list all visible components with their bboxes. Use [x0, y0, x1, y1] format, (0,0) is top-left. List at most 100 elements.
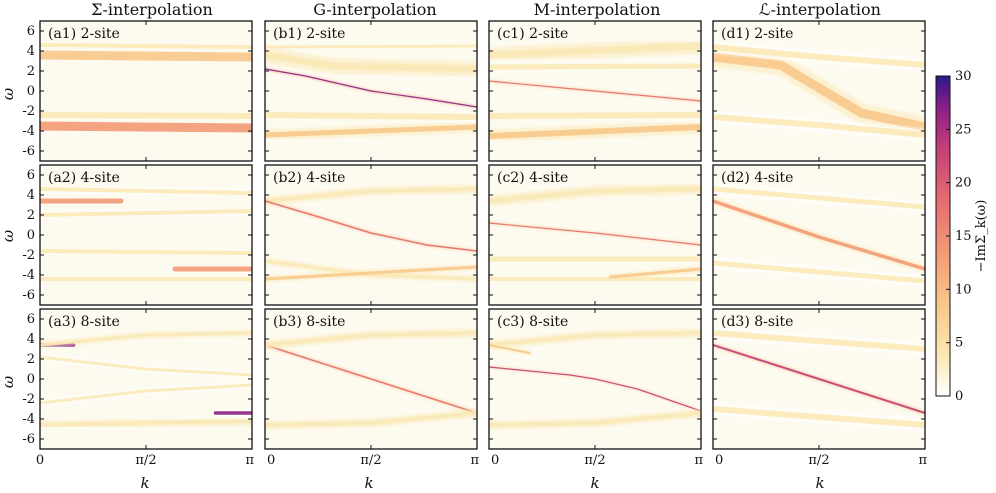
colorbar-tick-label: 5: [955, 336, 963, 351]
panel-label: (b1) 2-site: [273, 26, 345, 42]
spectral-band: [40, 209, 252, 217]
spectral-band: [713, 114, 925, 138]
y-tick-label: 4: [27, 44, 35, 59]
spectral-band: [40, 331, 252, 347]
column-title-m: M-interpolation: [534, 0, 661, 19]
colorbar-tick-label: 10: [955, 282, 972, 297]
spectral-band: [265, 124, 477, 138]
spectral-band: [489, 124, 701, 139]
spectral-band: [489, 344, 531, 354]
spectral-band: [713, 330, 925, 352]
spectral-band: [265, 187, 477, 203]
y-tick-label: -6: [22, 432, 35, 447]
x-tick-label: π: [245, 453, 254, 468]
spectral-band: [265, 68, 477, 108]
spectral-band: [40, 187, 252, 195]
spectral-band: [40, 355, 252, 377]
y-tick-label: 2: [27, 352, 35, 367]
panel-a2: 6 4 2 0 -2 -4 -6 (a2) 4-site: [22, 164, 253, 306]
panel-label: (d3) 8-site: [721, 314, 793, 330]
spectral-band: [713, 52, 925, 132]
y-tick-label: -2: [22, 104, 35, 119]
spectral-band: [713, 186, 925, 210]
x-tick-label: 0: [715, 453, 723, 468]
panel-b2: (b2) 4-site: [264, 164, 478, 306]
panel-label: (c2) 4-site: [497, 170, 568, 186]
panel-d3: 0 π/2 π (d3) 8-site: [712, 308, 927, 468]
panel-c3: 0 π/2 π (c3) 8-site: [488, 308, 703, 468]
y-tick-label: 4: [27, 332, 35, 347]
panel-label: (a3) 8-site: [48, 314, 120, 330]
spectral-band: [40, 112, 252, 119]
panel-label: (c3) 8-site: [497, 314, 568, 330]
spectral-band: [489, 222, 701, 246]
x-tick-label: π/2: [808, 453, 829, 468]
y-tick-label: -2: [22, 392, 35, 407]
panels-group: 6 4 2 0 -2 -4 -6 (a1) 2-site (b1) 2-site (c1) 2-s…: [22, 20, 927, 468]
panel-a1: 6 4 2 0 -2 -4 -6 (a1) 2-site: [22, 20, 253, 162]
spectral-band: [489, 63, 701, 70]
spectral-band: [713, 199, 925, 271]
spectral-band: [265, 331, 477, 347]
spectral-band: [489, 366, 701, 412]
colorbar-tick-label: 25: [955, 122, 972, 137]
panel-d2: (d2) 4-site: [712, 164, 926, 306]
column-title-g: G-interpolation: [313, 0, 436, 19]
panel-c1: (c1) 2-site: [488, 20, 702, 162]
y-tick-label: 0: [27, 372, 35, 387]
y-tick-label: -4: [22, 412, 35, 427]
y-tick-label: 2: [27, 64, 35, 79]
panel-label: (a2) 4-site: [48, 170, 120, 186]
y-tick-label: -6: [22, 144, 35, 159]
spectral-band: [609, 267, 701, 279]
colorbar-tick-label: 20: [955, 176, 972, 191]
y-tick-label: 6: [27, 24, 35, 39]
panel-c2: (c2) 4-site: [488, 164, 702, 306]
spectral-band: [489, 42, 701, 59]
spectral-band: [713, 344, 925, 414]
y-axis-label-row1: ω: [0, 88, 17, 100]
y-axis-label-row3: ω: [0, 376, 17, 388]
colorbar-tick-label: 30: [955, 69, 972, 84]
x-axis-label-col4: k: [815, 474, 824, 492]
panel-d1: (d1) 2-site: [712, 20, 926, 162]
x-tick-label: π/2: [584, 453, 605, 468]
spectral-band: [489, 80, 701, 102]
colorbar-label: −ImΣ_k(ω): [974, 200, 989, 273]
panel-b3: 0 π/2 π (b3) 8-site: [264, 308, 479, 468]
spectral-band: [40, 419, 252, 427]
spectral-band: [265, 112, 477, 120]
panel-label: (a1) 2-site: [48, 26, 120, 42]
spectral-band: [489, 112, 701, 119]
colorbar-tick-label: 15: [955, 229, 972, 244]
x-tick-label: π/2: [135, 453, 156, 468]
x-tick-label: π: [470, 453, 479, 468]
spectral-band: [489, 331, 701, 347]
spectral-band: [489, 186, 701, 204]
x-tick-label: π: [694, 453, 703, 468]
y-axis-label-row2: ω: [0, 230, 17, 242]
spectral-band: [265, 344, 477, 414]
x-axis-label-col2: k: [364, 474, 373, 492]
spectral-band: [713, 44, 925, 68]
y-tick-label: -6: [22, 288, 35, 303]
spectral-band: [265, 44, 477, 49]
panel-label: (d1) 2-site: [721, 26, 793, 42]
colorbar-tick-label: 0: [955, 389, 963, 404]
y-tick-label: -4: [22, 124, 35, 139]
spectral-band: [40, 43, 252, 49]
spectral-band: [40, 121, 252, 133]
y-tick-label: 6: [27, 312, 35, 327]
y-tick-label: 2: [27, 208, 35, 223]
x-tick-label: π: [918, 453, 927, 468]
column-title-sigma: Σ-interpolation: [91, 0, 213, 19]
x-axis-label-col1: k: [140, 474, 149, 492]
panel-label: (b2) 4-site: [273, 170, 345, 186]
y-tick-label: -2: [22, 248, 35, 263]
panel-label: (c1) 2-site: [497, 26, 568, 42]
y-tick-label: -4: [22, 268, 35, 283]
spectral-band: [713, 260, 925, 284]
x-tick-label: π/2: [360, 453, 381, 468]
colorbar-ticks: 0 5 10 15 20 25 30: [946, 69, 972, 404]
